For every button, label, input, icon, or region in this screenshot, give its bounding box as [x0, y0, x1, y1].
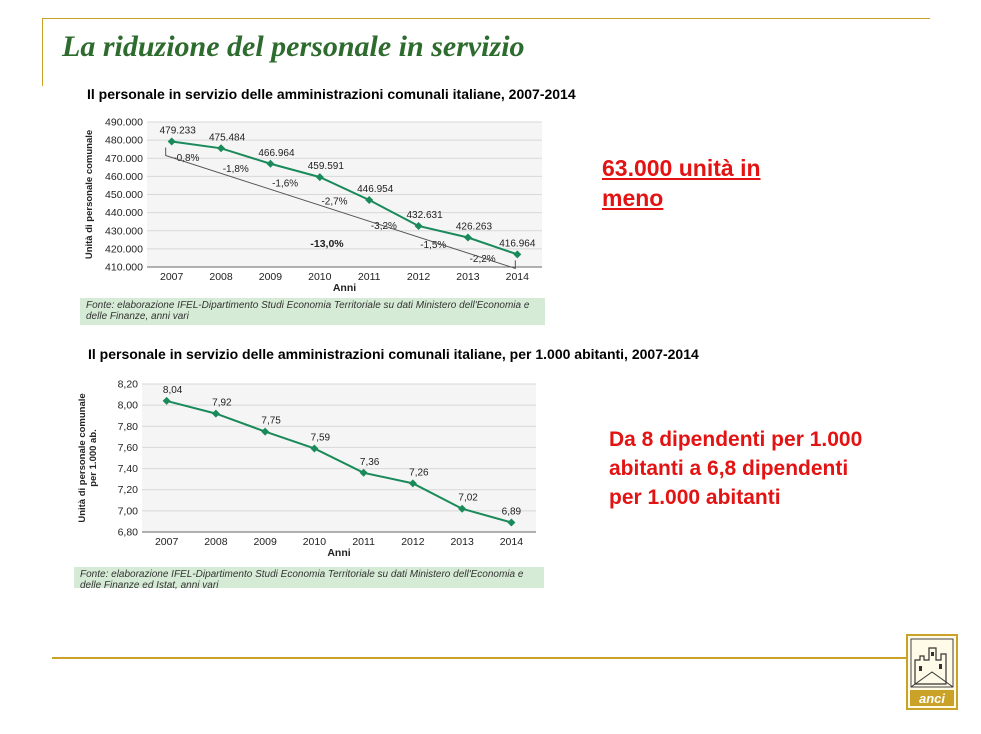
- chart1-change-label: -1,6%: [272, 178, 298, 189]
- chart2-value-label: 7,59: [311, 432, 331, 443]
- chart2-ytick-label: 6,80: [118, 527, 139, 539]
- chart2-ytick-label: 7,40: [118, 463, 139, 475]
- chart2-data-point: [162, 396, 171, 405]
- chart2-value-label: 7,26: [409, 467, 429, 478]
- chart1-value-label: 416.964: [499, 238, 536, 249]
- chart1-data-point: [414, 221, 423, 230]
- chart2-xtick-label: 2012: [401, 536, 425, 548]
- chart1-ytick-label: 470.000: [105, 153, 143, 165]
- chart2-ytick-label: 8,20: [118, 379, 139, 391]
- chart1-change-label: -1,8%: [223, 164, 249, 175]
- chart2-value-label: 7,36: [360, 457, 380, 468]
- chart1-change-label: -2,2%: [470, 254, 496, 265]
- chart2-ytick-label: 7,20: [118, 484, 139, 496]
- chart2-heading: Il personale in servizio delle amministr…: [88, 346, 699, 362]
- chart1-value-label: 426.263: [456, 222, 493, 233]
- chart2-value-label: 8,04: [163, 385, 183, 396]
- chart2-value-label: 7,92: [212, 398, 232, 409]
- chart1-change-label: -3,2%: [371, 221, 397, 232]
- chart1-ytick-label: 420.000: [105, 243, 143, 255]
- chart1-ytick-label: 430.000: [105, 225, 143, 237]
- slide-title: La riduzione del personale in servizio: [62, 30, 525, 63]
- chart1-value-label: 479.233: [160, 126, 197, 137]
- chart2-xtick-label: 2007: [155, 536, 179, 548]
- chart1-total-change-bracket: [165, 147, 516, 270]
- chart2-series-line: [166, 399, 512, 524]
- chart1-series-line: [171, 140, 518, 256]
- chart2-data-point: [458, 504, 467, 513]
- chart2-xtick-label: 2014: [500, 536, 524, 548]
- chart2-data-point: [507, 518, 516, 527]
- chart2-data-point: [359, 468, 368, 477]
- top-rule: [42, 18, 930, 19]
- chart2-value-label: 7,75: [261, 416, 281, 427]
- chart2-data-point: [261, 427, 270, 436]
- chart1-data-point: [217, 144, 226, 153]
- chart2-ytick-label: 7,60: [118, 442, 139, 454]
- chart1-data-point: [315, 173, 324, 182]
- chart1-y-axis-title: Unità di personale comunale: [84, 130, 95, 259]
- chart2-value-label: 7,02: [458, 493, 478, 504]
- chart2-plot-bg: [142, 384, 536, 532]
- chart2-ytick-label: 7,00: [118, 505, 139, 517]
- chart2-y-axis-title: Unità di personale comunale: [77, 393, 88, 522]
- chart2-y-axis-title-2: per 1.000 ab.: [88, 429, 99, 487]
- chart1-ytick-label: 410.000: [105, 262, 143, 274]
- chart2-x-axis-title: Anni: [327, 547, 350, 559]
- chart2-ytick-label: 8,00: [118, 400, 139, 412]
- chart2-data-point: [310, 444, 319, 453]
- chart1-xtick-label: 2012: [407, 271, 431, 283]
- chart1-ytick-label: 480.000: [105, 135, 143, 147]
- chart1-xtick-label: 2009: [259, 271, 283, 283]
- chart1-value-label: 475.484: [209, 132, 246, 143]
- chart1-change-label: -1,5%: [420, 240, 446, 251]
- chart1-value-label: 432.631: [406, 210, 443, 221]
- chart1-xtick-label: 2014: [506, 271, 530, 283]
- chart1-xtick-label: 2007: [160, 271, 184, 283]
- chart1-ytick-label: 440.000: [105, 207, 143, 219]
- bottom-rule: [52, 657, 907, 659]
- logo-text: anci: [919, 691, 945, 706]
- chart1-data-point: [266, 159, 275, 168]
- chart1-ytick-label: 490.000: [105, 117, 143, 129]
- chart2-xtick-label: 2010: [303, 536, 327, 548]
- chart1-source-note: Fonte: elaborazione IFEL-Dipartimento St…: [80, 298, 545, 325]
- chart1-ytick-label: 450.000: [105, 189, 143, 201]
- chart1-data-point: [365, 196, 374, 205]
- chart1-personnel-total: 410.000 420.000 430.000 440.000 450.000 460.0…: [84, 117, 542, 294]
- chart1-heading: Il personale in servizio delle amministr…: [87, 86, 576, 102]
- chart1-data-point: [463, 233, 472, 242]
- chart2-xtick-label: 2011: [352, 536, 375, 548]
- chart1-change-label: -2,7%: [321, 197, 347, 208]
- chart2-xtick-label: 2008: [204, 536, 228, 548]
- chart1-change-label: -0,8%: [173, 153, 199, 164]
- chart2-source-note: Fonte: elaborazione IFEL-Dipartimento St…: [74, 567, 544, 591]
- chart1-value-label: 446.954: [357, 184, 394, 195]
- chart1-total-change-label: -13,0%: [310, 238, 344, 250]
- chart2-xtick-label: 2009: [253, 536, 277, 548]
- chart1-xtick-label: 2011: [358, 271, 381, 283]
- chart1-xtick-label: 2008: [209, 271, 233, 283]
- callout-per-capita: Da 8 dipendenti per 1.000 abitanti a 6,8…: [609, 428, 863, 509]
- chart2-value-label: 6,89: [502, 506, 522, 517]
- chart1-xtick-label: 2013: [456, 271, 480, 283]
- chart1-data-point: [167, 137, 176, 146]
- callout-reduction: 63.000 unità in meno: [602, 155, 761, 211]
- chart1-ytick-label: 460.000: [105, 171, 143, 183]
- chart1-value-label: 459.591: [308, 161, 345, 172]
- chart1-data-point: [513, 250, 522, 259]
- chart2-data-point: [211, 409, 220, 418]
- chart2-personnel-per-1000: 6,80 7,00 7,20 7,40 7,60 7,80 8,00 8,20 2007 2008…: [77, 379, 536, 559]
- chart1-xtick-label: 2010: [308, 271, 332, 283]
- anci-logo-icon: anci: [906, 634, 958, 710]
- chart2-ytick-label: 7,80: [118, 421, 139, 433]
- chart1-x-axis-title: Anni: [333, 282, 356, 294]
- left-rule: [42, 18, 43, 86]
- chart2-xtick-label: 2013: [450, 536, 474, 548]
- chart2-data-point: [408, 479, 417, 488]
- chart1-value-label: 466.964: [258, 148, 295, 159]
